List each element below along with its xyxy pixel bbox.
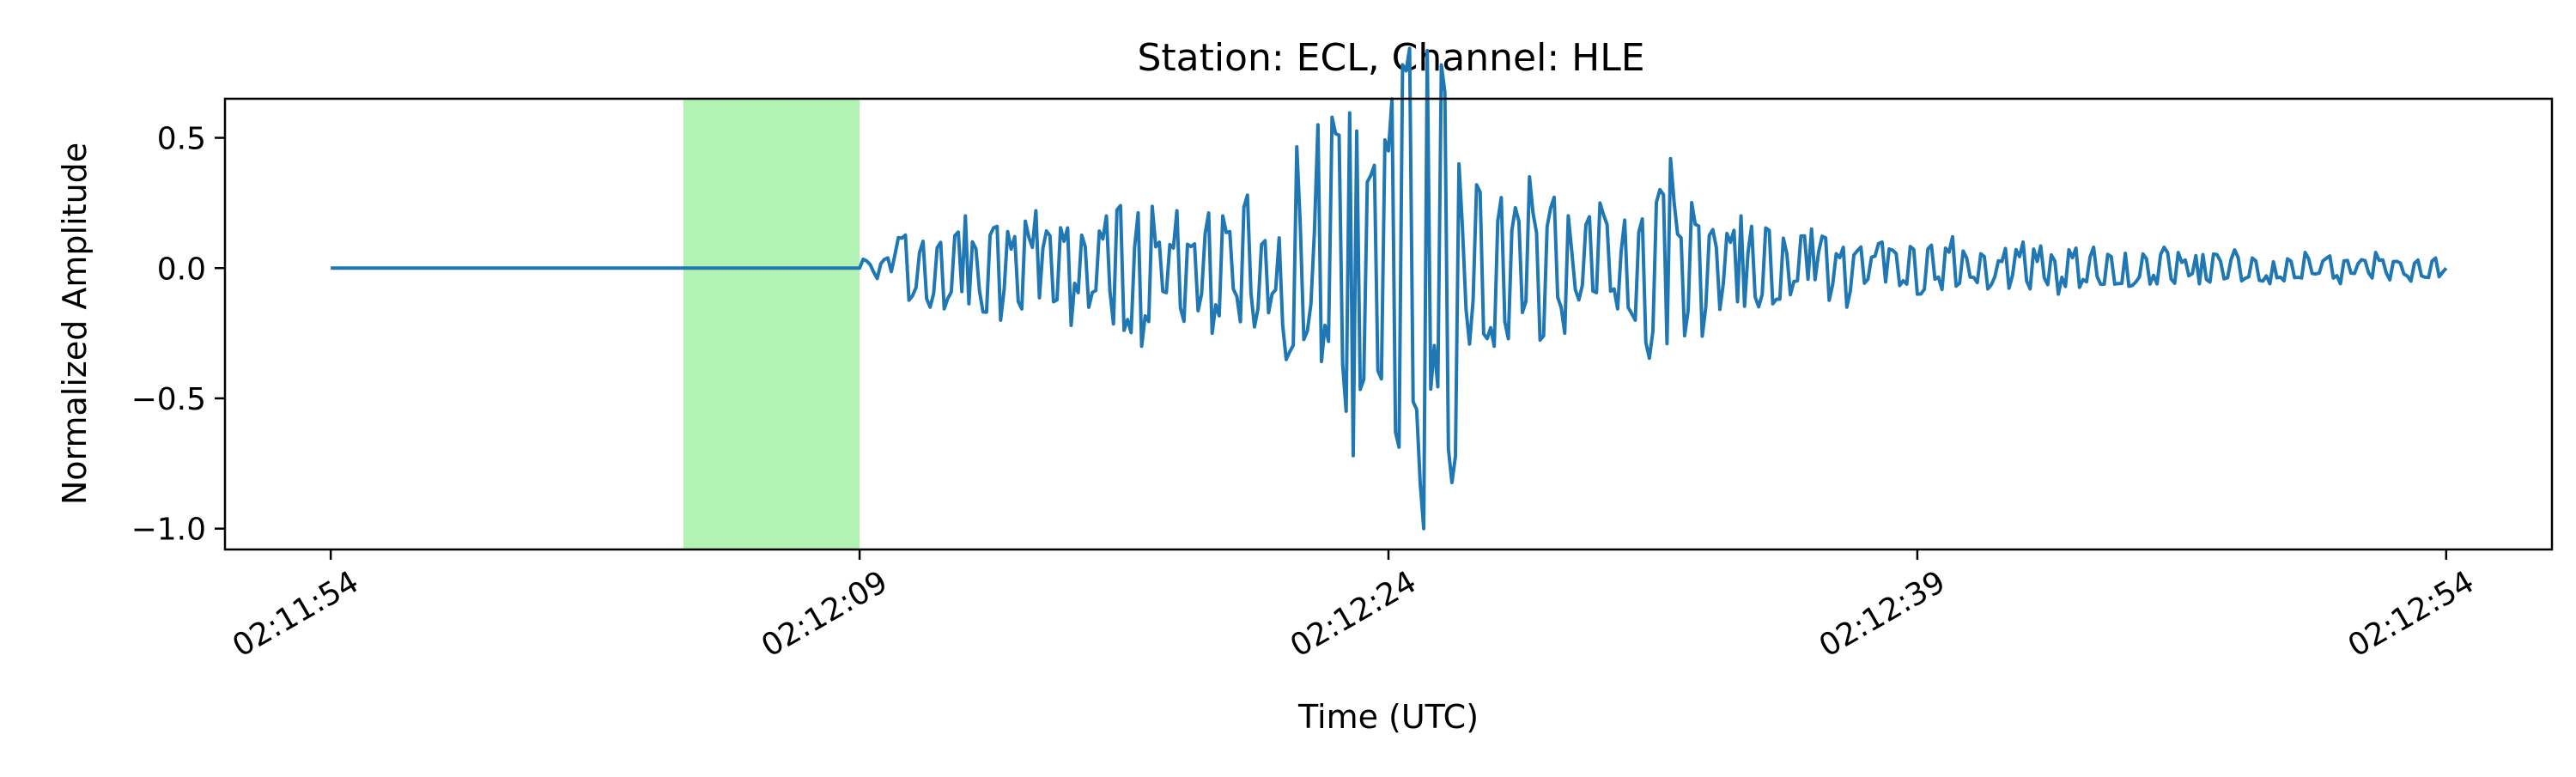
x-axis-label: Time (UTC) (1297, 698, 1479, 736)
y-tick-label: 0.5 (157, 122, 206, 157)
plot-area (331, 46, 2448, 549)
y-tick-label: −0.5 (131, 382, 206, 417)
y-tick-label: −1.0 (131, 513, 206, 548)
y-tick-label: 0.0 (157, 252, 206, 287)
chart-title: Station: ECL, Channel: HLE (1137, 36, 1644, 80)
y-axis-label: Normalized Amplitude (56, 143, 94, 505)
y-axis: 0.5 0.0 −0.5 −1.0 (131, 122, 225, 548)
series-line (331, 46, 2448, 531)
highlight-span (683, 99, 860, 549)
